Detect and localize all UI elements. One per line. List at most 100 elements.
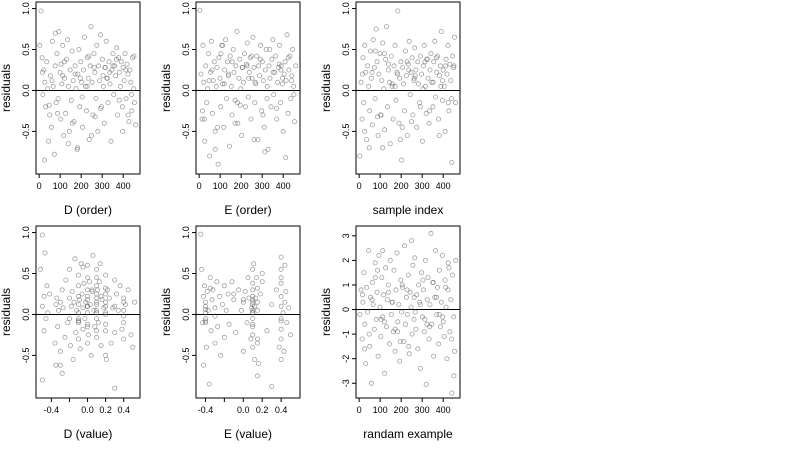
data-point	[383, 56, 389, 62]
scatter-panel-1: 0 100 200 300 400 -0.5 0.0 0.5 1.0 D (order) resid…	[0, 1, 141, 217]
data-point	[49, 78, 55, 84]
data-point	[65, 83, 71, 89]
data-point	[94, 266, 100, 272]
data-point	[215, 161, 221, 167]
data-point	[380, 40, 386, 46]
y-tick-label: -0.5	[181, 124, 191, 140]
y-tick-label: 3	[341, 233, 351, 238]
data-point	[245, 94, 251, 100]
data-point	[89, 287, 95, 293]
data-point	[449, 336, 455, 342]
data-point	[269, 56, 275, 62]
data-point	[94, 310, 100, 316]
data-point	[283, 288, 289, 294]
data-point	[76, 47, 82, 53]
data-point	[68, 303, 74, 309]
x-tick-label: 300	[255, 181, 270, 191]
data-point	[249, 305, 255, 311]
data-point	[428, 230, 434, 236]
data-point	[85, 293, 91, 299]
data-point	[276, 61, 282, 67]
x-tick-label: 200	[394, 181, 409, 191]
data-point	[40, 92, 46, 98]
data-point	[269, 302, 275, 308]
data-point	[283, 155, 289, 161]
data-point	[59, 287, 65, 293]
data-point	[386, 341, 392, 347]
data-point	[218, 51, 224, 57]
data-point	[103, 291, 109, 297]
data-point	[399, 282, 405, 288]
data-point	[252, 356, 258, 362]
y-tick-label: -3	[341, 379, 351, 387]
data-point	[367, 343, 373, 349]
data-point	[201, 79, 207, 85]
data-point	[212, 313, 218, 319]
data-point	[401, 243, 407, 249]
data-point	[113, 73, 119, 79]
data-point	[371, 326, 377, 332]
data-point	[449, 96, 455, 102]
data-point	[433, 55, 439, 61]
data-point	[108, 138, 114, 144]
data-point	[374, 289, 380, 295]
data-point	[400, 284, 406, 290]
data-point	[440, 314, 446, 320]
data-point	[69, 48, 75, 54]
data-point	[431, 353, 437, 359]
data-point	[436, 132, 442, 138]
data-point	[244, 320, 250, 326]
data-point	[44, 283, 50, 289]
y-axis-label: residuals	[159, 64, 173, 112]
data-point	[97, 106, 103, 112]
data-point	[444, 71, 450, 77]
data-point	[419, 138, 425, 144]
data-point	[80, 305, 86, 311]
data-point	[411, 78, 417, 84]
data-point	[449, 159, 455, 165]
scatter-panel-4: -0.4 0.0 0.2 0.4 -0.5 0.0 0.5 1.0 D (value) resid…	[0, 225, 141, 441]
data-point	[250, 266, 256, 272]
data-point	[222, 67, 228, 73]
x-tick-label: 300	[95, 181, 110, 191]
data-point	[260, 78, 266, 84]
data-point	[375, 353, 381, 359]
data-point	[73, 329, 79, 335]
data-point	[97, 261, 103, 267]
data-point	[450, 272, 456, 278]
data-point	[250, 344, 256, 350]
data-point	[272, 69, 278, 75]
data-point	[124, 61, 130, 67]
data-point	[199, 266, 205, 272]
data-point	[359, 292, 365, 298]
data-point	[451, 34, 457, 40]
data-point	[212, 305, 218, 311]
data-point	[277, 100, 283, 106]
x-tick-label: 0.0	[237, 405, 250, 415]
data-point	[57, 69, 63, 75]
data-point	[202, 306, 208, 312]
data-point	[205, 307, 211, 313]
data-point	[208, 328, 214, 334]
data-point	[45, 310, 51, 316]
data-point	[282, 262, 288, 268]
data-point	[390, 116, 396, 122]
data-point	[40, 69, 46, 75]
data-point	[411, 75, 417, 81]
data-point	[82, 83, 88, 89]
data-point	[404, 59, 410, 65]
data-point	[436, 311, 442, 317]
data-point	[427, 302, 433, 308]
data-point	[255, 137, 261, 143]
data-point	[410, 262, 416, 268]
data-point	[445, 100, 451, 106]
data-point	[214, 65, 220, 71]
data-point	[46, 138, 52, 144]
data-point	[75, 145, 81, 151]
data-point	[381, 86, 387, 92]
data-point	[244, 63, 250, 69]
data-point	[288, 96, 294, 102]
data-point	[223, 96, 229, 102]
data-point	[96, 279, 102, 285]
data-point	[73, 86, 79, 92]
